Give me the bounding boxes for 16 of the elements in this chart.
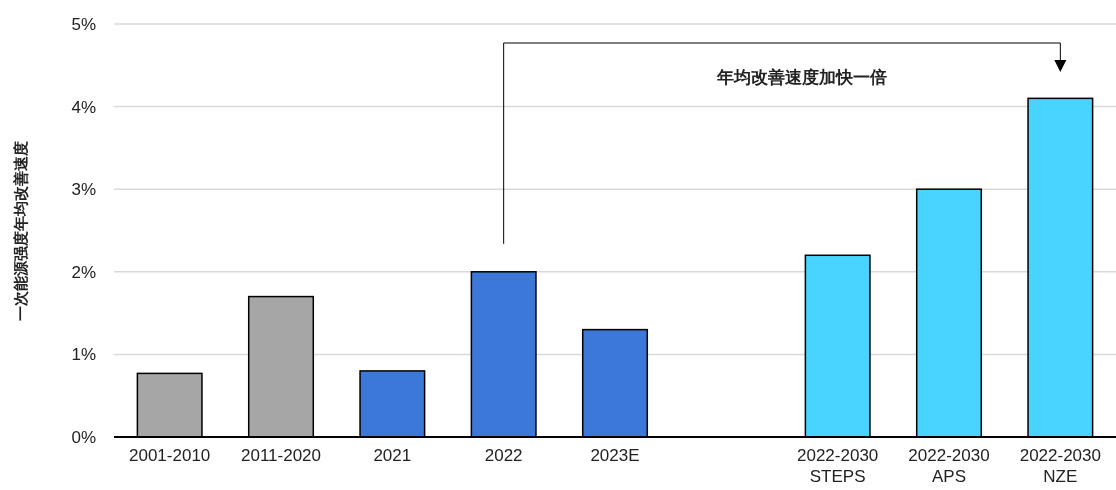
x-tick-label: 2022-2030 APS (908, 446, 990, 486)
x-tick-label: 2011-2020 (240, 446, 322, 465)
x-tick-label: 2021 (373, 446, 412, 465)
y-axis-title: 一次能源强度年均改善速度 (12, 140, 29, 321)
x-tick-label: 2023E (590, 446, 640, 465)
annotation: 年均改善速度加快一倍 (716, 67, 887, 87)
x-tick-label: 2022-2030 NZE (1019, 446, 1101, 486)
y-tick-label: 1% (71, 345, 96, 365)
x-tick-label: 2022 (484, 446, 523, 465)
y-tick-label: 2% (71, 262, 96, 282)
y-tick-label: 3% (71, 180, 96, 200)
x-tick-label: 2001-2010 (129, 446, 211, 465)
y-tick-label: 0% (71, 428, 96, 447)
y-tick-label: 5% (71, 15, 96, 34)
y-tick-label: 4% (71, 97, 96, 117)
x-tick-label: 2022-2030 STEPS (797, 446, 879, 486)
